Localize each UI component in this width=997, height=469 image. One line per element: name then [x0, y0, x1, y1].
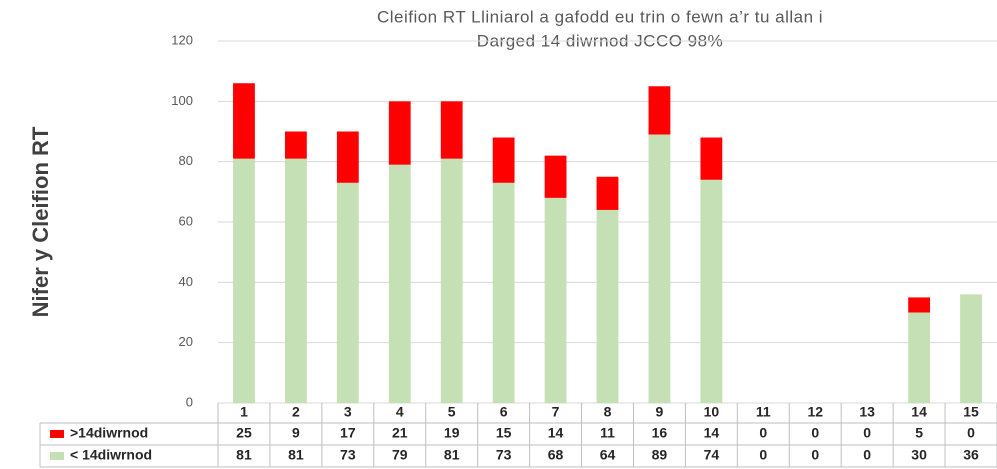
legend-key: [50, 452, 64, 460]
table-value: 81: [288, 447, 304, 463]
table-value: 19: [444, 425, 460, 441]
legend-label: < 14diwrnod: [70, 447, 152, 463]
legend-label: >14diwrnod: [70, 425, 148, 441]
bar-segment: [492, 182, 515, 403]
bar-segment: [388, 101, 411, 165]
x-tick-label: 13: [859, 404, 875, 420]
y-tick-label: 60: [179, 213, 193, 228]
table-value: 14: [704, 425, 720, 441]
bar-segment: [284, 158, 307, 403]
chart-title: Cleifion RT Lliniarol a gafodd eu trin o…: [377, 7, 823, 26]
x-tick-label: 1: [240, 404, 248, 420]
table-value: 0: [811, 447, 819, 463]
table-value: 0: [759, 425, 767, 441]
y-tick-label: 100: [171, 93, 193, 108]
table-value: 21: [392, 425, 408, 441]
table-value: 25: [236, 425, 252, 441]
y-axis-title: Nifer y Cleifion RT: [28, 126, 53, 317]
bar-segment: [336, 182, 359, 403]
x-tick-label: 9: [656, 404, 664, 420]
x-tick-label: 15: [963, 404, 979, 420]
bar-segment: [908, 297, 931, 313]
x-tick-label: 12: [807, 404, 823, 420]
bar-segment: [908, 312, 931, 403]
bar-segment: [596, 176, 619, 210]
table-value: 9: [292, 425, 300, 441]
x-tick-label: 8: [604, 404, 612, 420]
table-value: 68: [548, 447, 564, 463]
table-value: 0: [811, 425, 819, 441]
x-tick-label: 6: [500, 404, 508, 420]
y-tick-label: 40: [179, 274, 193, 289]
table-value: 81: [236, 447, 252, 463]
table-value: 73: [340, 447, 356, 463]
table-value: 36: [963, 447, 979, 463]
bar-segment: [440, 101, 463, 159]
bar-segment: [648, 134, 671, 403]
bar-segment: [960, 294, 982, 403]
table-value: 11: [600, 425, 615, 441]
x-tick-label: 10: [704, 404, 720, 420]
bar-segment: [336, 131, 359, 183]
bar-segment: [596, 209, 619, 403]
bar-segment: [700, 179, 723, 403]
bar-segment: [233, 83, 255, 159]
bar-segment: [233, 158, 255, 403]
bar-segment: [492, 137, 515, 183]
table-value: 5: [915, 425, 923, 441]
table-value: 14: [548, 425, 564, 441]
x-tick-label: 7: [552, 404, 560, 420]
bar-segment: [648, 86, 671, 135]
table-value: 16: [652, 425, 668, 441]
table-value: 17: [340, 425, 356, 441]
x-tick-label: 14: [911, 404, 927, 420]
table-value: 0: [759, 447, 767, 463]
x-tick-label: 2: [292, 404, 300, 420]
table-value: 79: [392, 447, 408, 463]
y-tick-label: 80: [179, 153, 193, 168]
table-value: 30: [911, 447, 927, 463]
x-tick-label: 3: [344, 404, 352, 420]
table-value: 73: [496, 447, 512, 463]
bar-segment: [544, 197, 567, 403]
x-tick-label: 4: [396, 404, 404, 420]
bar-segment: [440, 158, 463, 403]
table-value: 0: [863, 425, 871, 441]
table-value: 74: [704, 447, 720, 463]
bar-segment: [544, 155, 567, 198]
table-value: 64: [600, 447, 616, 463]
bar-segment: [388, 164, 411, 403]
y-tick-label: 0: [186, 394, 193, 409]
bar-segment: [284, 131, 307, 159]
x-tick-label: 11: [756, 404, 771, 420]
bar-segment: [700, 137, 723, 180]
y-tick-label: 20: [179, 334, 193, 349]
table-value: 0: [967, 425, 975, 441]
table-value: 81: [444, 447, 460, 463]
table-value: 15: [496, 425, 512, 441]
table-value: 0: [863, 447, 871, 463]
y-tick-label: 120: [171, 32, 193, 47]
legend-key: [50, 430, 64, 438]
x-tick-label: 5: [448, 404, 456, 420]
table-value: 89: [652, 447, 668, 463]
